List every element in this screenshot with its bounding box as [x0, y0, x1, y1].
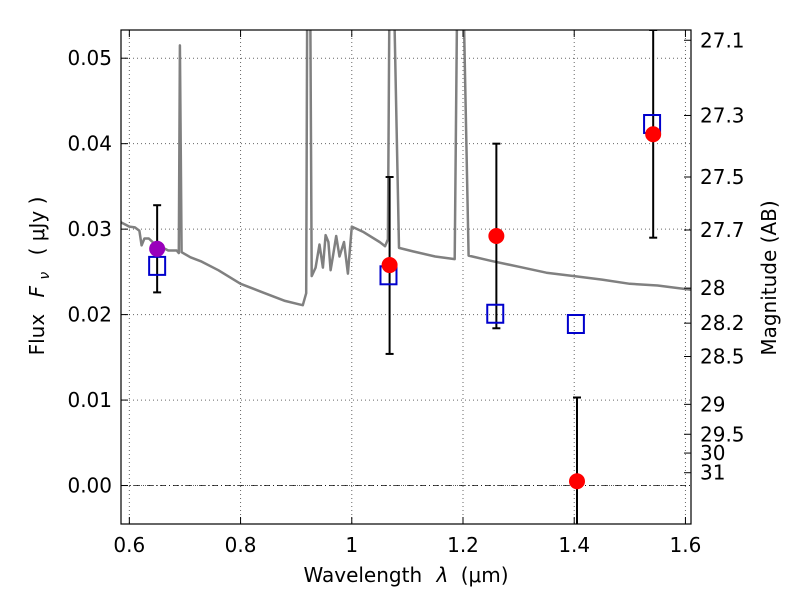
y-tick-label: 0.02: [67, 303, 112, 327]
y-tick-label: 0.04: [67, 132, 112, 156]
x-tick-label: 0.8: [225, 533, 257, 557]
grid: [121, 30, 691, 524]
x-axis-label-unit: (μm): [461, 563, 509, 587]
magnitude-tick-label: 27.1: [700, 28, 745, 52]
magnitude-tick-label: 28.2: [700, 311, 745, 335]
y2-axis-label: Magnitude (AB): [757, 200, 781, 355]
model-photometry-point: [566, 314, 585, 335]
plot-area: [121, 30, 691, 524]
observed-photometry-point: [488, 227, 505, 244]
x-axis-label: Wavelength λ (μm): [303, 563, 508, 587]
x-tick-label: 1.6: [670, 533, 702, 557]
y-axis-label-subscript: ν: [37, 272, 53, 280]
y-tick-label: 0.01: [67, 388, 112, 412]
model-spectrum-line: [121, 30, 691, 307]
y-axis-label-unit: ( μJy ): [25, 197, 49, 256]
magnitude-tick-label: 27.7: [700, 218, 745, 242]
x-axis-label-text: Wavelength: [303, 563, 422, 587]
plot-frame: [120, 29, 692, 525]
model-photometry-point: [486, 303, 505, 324]
magnitude-tick-label: 28.5: [700, 344, 745, 368]
y-tick-label: 0.03: [67, 217, 112, 241]
magnitude-tick-label: 30: [700, 441, 725, 465]
x-tick-label: 1.4: [558, 533, 590, 557]
magnitude-tick-label: 31: [700, 461, 725, 485]
y-axis-label-text: Flux: [25, 314, 49, 356]
x-tick-label: 1.2: [447, 533, 479, 557]
y-axis-label: Flux F ν ( μJy ): [25, 197, 54, 356]
observed-photometry-point: [149, 240, 166, 257]
x-tick-label: 1: [345, 533, 358, 557]
y-axis-label-symbol: F: [25, 285, 49, 297]
observed-photometry-point: [381, 257, 398, 274]
magnitude-tick-label: 27.3: [700, 103, 745, 127]
axes: 0.6 0.8 1 1.2 1.4 1.6 0.00 0.01 0.02 0.03 0.04 0.05…: [67, 28, 744, 557]
x-tick-label: 0.6: [113, 533, 145, 557]
magnitude-tick-label: 29: [700, 392, 725, 416]
y-tick-label: 0.00: [67, 474, 112, 498]
observed-photometry-point: [645, 126, 662, 143]
magnitude-tick-label: 28: [700, 276, 725, 300]
magnitude-tick-label: 27.5: [700, 165, 745, 189]
y-tick-label: 0.05: [67, 46, 112, 70]
magnitude-tick-label: 29.5: [700, 422, 745, 446]
model-photometry-point: [148, 255, 167, 276]
x-axis-label-symbol: λ: [436, 563, 449, 587]
observed-photometry-point: [569, 473, 585, 490]
